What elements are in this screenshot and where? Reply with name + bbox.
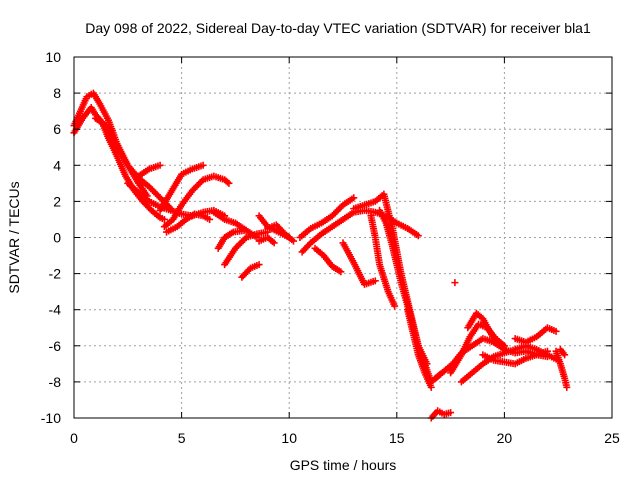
data-point-track-q — [350, 194, 358, 202]
y-tick-label: -10 — [41, 410, 61, 426]
data-point-track-r — [337, 268, 345, 276]
y-tick-label: -4 — [49, 302, 62, 318]
data-point-track-u — [391, 302, 399, 310]
y-tick-label: 8 — [53, 85, 61, 101]
data-point-track-ag — [561, 351, 569, 359]
data-point-track-w — [427, 383, 435, 391]
x-axis-label: GPS time / hours — [290, 457, 397, 473]
y-axis-label: SDTVAR / TECUs — [6, 181, 22, 293]
data-point-track-x — [447, 409, 455, 417]
data-point-track-l — [245, 266, 253, 274]
y-tick-label: 10 — [45, 49, 61, 65]
data-points — [70, 89, 571, 422]
data-point-track-f — [199, 161, 207, 169]
data-point-track-ac — [543, 347, 551, 355]
data-point-track-s — [371, 277, 379, 285]
grid-lines — [74, 57, 612, 418]
x-tick-label: 0 — [70, 430, 78, 446]
y-tick-label: -8 — [49, 374, 62, 390]
data-point-track-y — [451, 279, 459, 287]
y-tick-label: 6 — [53, 121, 61, 137]
data-point-track-g — [224, 178, 232, 186]
data-point-track-ae — [552, 327, 560, 335]
x-tick-label: 10 — [281, 430, 297, 446]
y-tick-label: 4 — [53, 157, 61, 173]
data-point-track-l — [255, 261, 263, 269]
x-tick-label: 25 — [604, 430, 620, 446]
y-tick-label: 2 — [53, 193, 61, 209]
data-point-track-n — [290, 237, 298, 245]
x-tick-label: 20 — [497, 430, 513, 446]
data-point-track-a — [160, 215, 168, 223]
y-tick-label: 0 — [53, 230, 61, 246]
x-tick-label: 5 — [178, 430, 186, 446]
data-point-track-g — [225, 179, 233, 187]
y-tick-label: -2 — [49, 266, 62, 282]
x-axis: 0 5 10 15 20 25 — [70, 57, 620, 446]
y-axis: -10 -8 -6 -4 -2 0 2 4 6 8 10 — [41, 49, 612, 426]
data-point-track-ah — [548, 326, 556, 334]
data-point-track-e — [156, 161, 164, 169]
data-point-track-o — [270, 239, 278, 247]
data-point-track-h — [206, 215, 214, 223]
data-point-track-ad — [500, 345, 508, 353]
y-tick-label: -6 — [49, 338, 62, 354]
chart-title: Day 098 of 2022, Sidereal Day-to-day VTE… — [85, 20, 591, 36]
x-tick-label: 15 — [389, 430, 405, 446]
data-point-track-p — [414, 232, 422, 240]
data-point-track-af — [563, 383, 571, 391]
